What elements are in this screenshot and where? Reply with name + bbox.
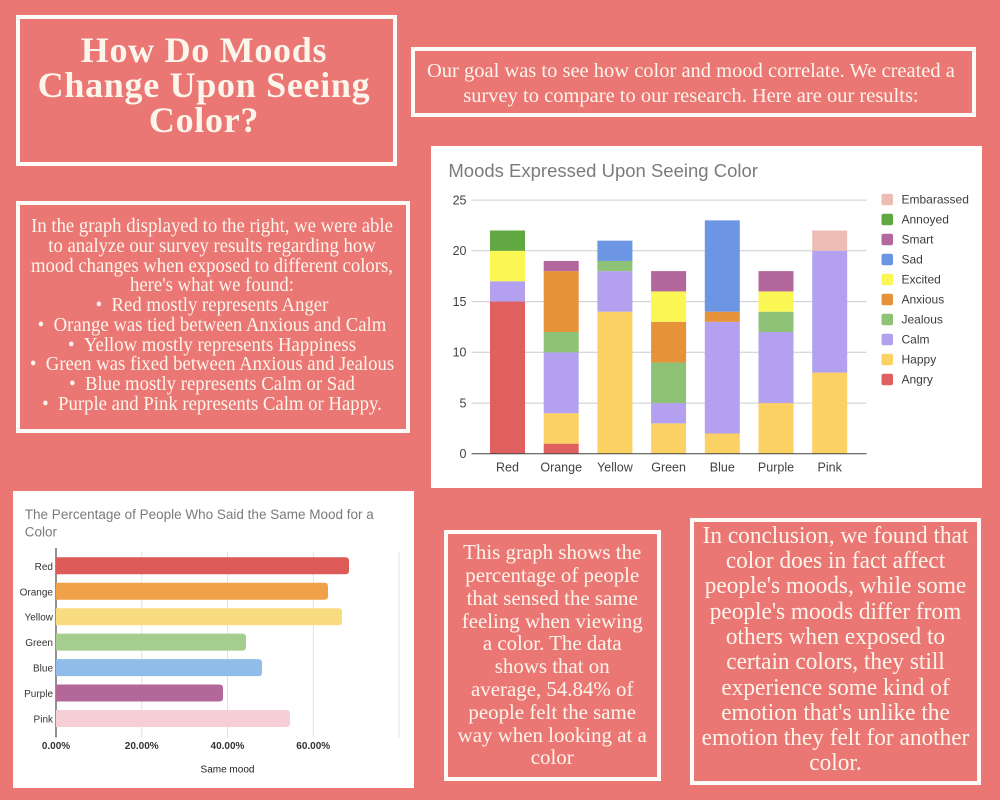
svg-text:Angry: Angry <box>901 373 932 387</box>
svg-text:0.00%: 0.00% <box>42 741 70 752</box>
svg-text:Calm: Calm <box>901 333 929 347</box>
svg-text:Smart: Smart <box>901 233 934 247</box>
svg-text:40.00%: 40.00% <box>211 741 245 752</box>
svg-text:Green: Green <box>651 461 686 475</box>
svg-text:Blue: Blue <box>709 461 734 475</box>
svg-text:Yellow: Yellow <box>24 613 53 624</box>
svg-text:Excited: Excited <box>901 273 940 287</box>
svg-text:Jealous: Jealous <box>901 313 942 327</box>
svg-text:60.00%: 60.00% <box>296 741 330 752</box>
svg-text:Orange: Orange <box>540 461 582 475</box>
svg-text:Happy: Happy <box>901 353 936 367</box>
svg-text:20: 20 <box>452 244 466 258</box>
svg-text:Pink: Pink <box>34 715 54 726</box>
svg-text:Blue: Blue <box>33 664 53 675</box>
svg-text:Orange: Orange <box>20 587 54 598</box>
svg-text:Sad: Sad <box>901 253 922 267</box>
svg-text:Annoyed: Annoyed <box>901 213 948 227</box>
svg-text:Pink: Pink <box>817 461 842 475</box>
svg-text:Same mood: Same mood <box>201 765 255 776</box>
svg-text:Anxious: Anxious <box>901 293 944 307</box>
svg-text:Embarassed: Embarassed <box>901 193 968 207</box>
svg-text:Color: Color <box>25 524 58 539</box>
svg-text:Red: Red <box>35 562 53 573</box>
svg-text:Green: Green <box>25 638 53 649</box>
svg-text:The Percentage of People Who S: The Percentage of People Who Said the Sa… <box>25 507 374 522</box>
svg-text:Moods Expressed Upon Seeing Co: Moods Expressed Upon Seeing Color <box>448 160 758 181</box>
svg-text:15: 15 <box>452 295 466 309</box>
svg-text:Red: Red <box>496 461 519 475</box>
svg-text:Yellow: Yellow <box>597 461 634 475</box>
svg-text:Purple: Purple <box>24 689 53 700</box>
svg-text:Purple: Purple <box>757 461 793 475</box>
svg-text:25: 25 <box>452 193 466 207</box>
svg-text:0: 0 <box>459 447 466 461</box>
svg-text:10: 10 <box>452 346 466 360</box>
svg-text:5: 5 <box>459 396 466 410</box>
svg-text:20.00%: 20.00% <box>125 741 159 752</box>
